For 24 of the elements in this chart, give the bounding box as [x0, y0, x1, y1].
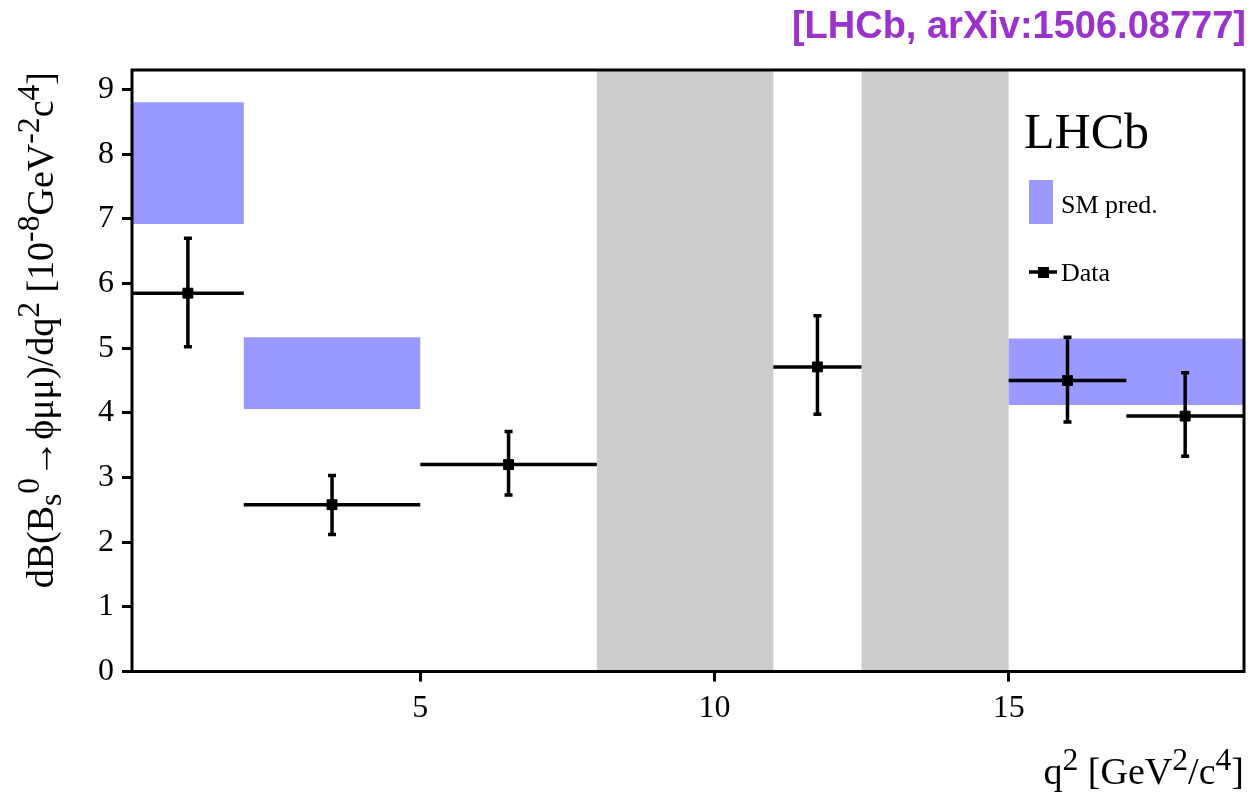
y-tick-label: 5: [98, 327, 114, 364]
y-tick-label: 6: [98, 262, 114, 299]
chart-title: [LHCb, arXiv:1506.08777]: [791, 4, 1246, 47]
y-tick-label: 7: [98, 198, 114, 235]
point: [182, 287, 194, 299]
x-axis-title: q$^{2}$ [GeV$^{2}$/c$^{4}$]: [1043, 742, 1244, 793]
annotation: LHCb: [1024, 103, 1149, 159]
legend-label: SM pred.: [1061, 189, 1158, 219]
y-tick-label: 4: [98, 392, 114, 429]
legend-label: Data: [1061, 257, 1111, 287]
y-tick-label: 1: [98, 586, 114, 623]
point: [326, 499, 338, 511]
point: [811, 361, 823, 373]
y-tick-label: 9: [98, 68, 114, 105]
x-tick-label: 15: [992, 688, 1025, 725]
x-tick-label: 10: [698, 688, 731, 725]
point: [503, 459, 514, 471]
y-tick-label: 3: [98, 456, 114, 493]
point: [1179, 410, 1191, 422]
x-tick-label: 5: [412, 688, 429, 725]
y-tick-label: 8: [98, 133, 114, 170]
point: [1062, 375, 1073, 386]
y-tick-label: 0: [98, 651, 114, 688]
y-tick-label: 2: [98, 521, 114, 558]
